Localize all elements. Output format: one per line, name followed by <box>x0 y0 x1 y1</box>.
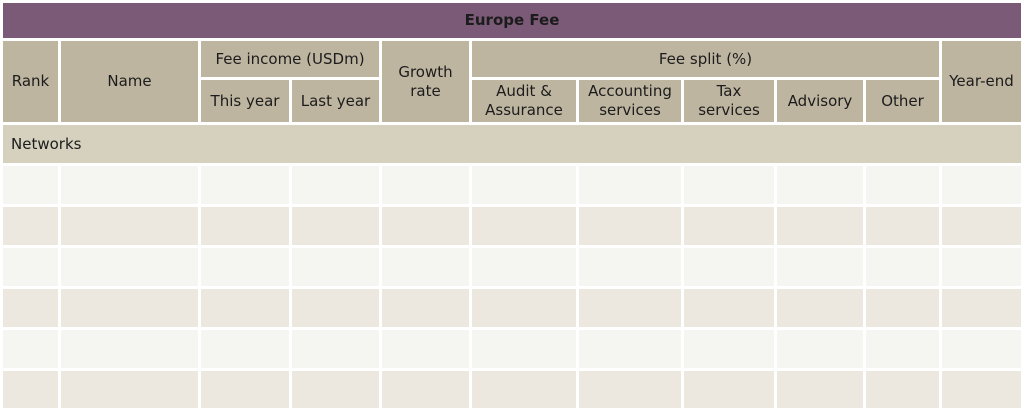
table-cell <box>3 330 58 368</box>
col-header-name: Name <box>61 41 198 122</box>
header-row-subcolumns: This year Last year Audit & Assurance Ac… <box>3 80 1021 122</box>
table-row <box>3 166 1021 204</box>
table-cell <box>3 371 58 408</box>
group-header-fee-income: Fee income (USDm) <box>201 41 379 77</box>
table-cell <box>201 248 289 286</box>
col-header-audit-assurance: Audit & Assurance <box>472 80 576 122</box>
table-cell <box>201 289 289 327</box>
section-label: Networks <box>3 125 1021 163</box>
table-cell <box>942 207 1021 245</box>
table-cell <box>866 330 939 368</box>
col-header-other: Other <box>866 80 939 122</box>
table-row <box>3 207 1021 245</box>
table-cell <box>866 207 939 245</box>
table-cell <box>684 207 774 245</box>
table-cell <box>472 330 576 368</box>
table-cell <box>684 166 774 204</box>
table-cell <box>942 330 1021 368</box>
table-cell <box>3 289 58 327</box>
table-cell <box>684 330 774 368</box>
col-header-this-year: This year <box>201 80 289 122</box>
table-cell <box>3 166 58 204</box>
table-cell <box>866 166 939 204</box>
title-row: Europe Fee <box>3 3 1021 38</box>
table-cell <box>579 289 681 327</box>
table-cell <box>292 166 379 204</box>
table-cell <box>201 330 289 368</box>
table-cell <box>201 207 289 245</box>
table-cell <box>777 166 863 204</box>
table-cell <box>866 248 939 286</box>
table-row <box>3 289 1021 327</box>
col-header-accounting-services: Accounting services <box>579 80 681 122</box>
table-cell <box>382 289 469 327</box>
table-cell <box>942 289 1021 327</box>
table-row <box>3 330 1021 368</box>
table-cell <box>777 207 863 245</box>
col-header-tax-services: Tax services <box>684 80 774 122</box>
table-cell <box>61 330 198 368</box>
group-header-fee-split: Fee split (%) <box>472 41 939 77</box>
table-cell <box>866 371 939 408</box>
table-cell <box>292 207 379 245</box>
table-cell <box>777 289 863 327</box>
table-cell <box>3 248 58 286</box>
table-cell <box>292 371 379 408</box>
table-cell <box>684 289 774 327</box>
table-cell <box>292 330 379 368</box>
table-cell <box>472 289 576 327</box>
table-cell <box>579 330 681 368</box>
table-cell <box>382 330 469 368</box>
table-cell <box>382 166 469 204</box>
table-cell <box>942 248 1021 286</box>
table-cell <box>61 207 198 245</box>
table-cell <box>777 248 863 286</box>
table-cell <box>579 371 681 408</box>
table-cell <box>292 248 379 286</box>
section-row-networks: Networks <box>3 125 1021 163</box>
table-row <box>3 248 1021 286</box>
table-cell <box>382 248 469 286</box>
table-cell <box>472 248 576 286</box>
table-cell <box>3 207 58 245</box>
table-cell <box>61 248 198 286</box>
table-title: Europe Fee <box>3 3 1021 38</box>
col-header-growth-rate: Growth rate <box>382 41 469 122</box>
table-cell <box>579 166 681 204</box>
header-row-groups: Rank Name Fee income (USDm) Growth rate … <box>3 41 1021 122</box>
table-cell <box>942 371 1021 408</box>
table-cell <box>382 371 469 408</box>
table-cell <box>201 166 289 204</box>
table-cell <box>61 289 198 327</box>
table-cell <box>684 248 774 286</box>
col-header-last-year: Last year <box>292 80 379 122</box>
table-cell <box>382 207 469 245</box>
table-cell <box>61 371 198 408</box>
table-cell <box>777 371 863 408</box>
table-cell <box>201 371 289 408</box>
table-cell <box>61 166 198 204</box>
table-cell <box>472 371 576 408</box>
table-cell <box>472 166 576 204</box>
table-cell <box>579 207 681 245</box>
col-header-advisory: Advisory <box>777 80 863 122</box>
table-row <box>3 371 1021 408</box>
table-cell <box>777 330 863 368</box>
table-cell <box>579 248 681 286</box>
table-cell <box>472 207 576 245</box>
table-cell <box>684 371 774 408</box>
col-header-rank: Rank <box>3 41 58 122</box>
table-cell <box>292 289 379 327</box>
table-cell <box>942 166 1021 204</box>
col-header-year-end: Year-end <box>942 41 1021 122</box>
table-cell <box>866 289 939 327</box>
